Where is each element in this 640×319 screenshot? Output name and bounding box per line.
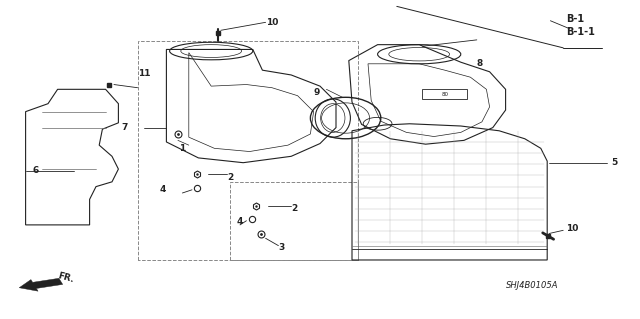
Text: 80: 80 [442, 92, 448, 97]
Text: B-1-1: B-1-1 [566, 27, 595, 37]
Text: 11: 11 [138, 69, 150, 78]
Text: 7: 7 [122, 123, 128, 132]
Text: SHJ4B0105A: SHJ4B0105A [506, 281, 558, 290]
Text: 4: 4 [160, 185, 166, 194]
Text: 10: 10 [266, 18, 278, 27]
Text: 2: 2 [227, 173, 234, 182]
Text: FR.: FR. [56, 272, 75, 285]
Text: 5: 5 [611, 158, 618, 167]
Text: 9: 9 [314, 88, 320, 97]
Text: 10: 10 [566, 224, 579, 233]
Text: 3: 3 [278, 243, 285, 252]
Text: B-1: B-1 [566, 14, 584, 24]
Text: 6: 6 [32, 166, 38, 175]
Text: 8: 8 [477, 59, 483, 68]
Text: 1: 1 [179, 144, 186, 153]
Text: 2: 2 [291, 204, 298, 213]
Text: 4: 4 [237, 217, 243, 226]
FancyArrow shape [19, 278, 63, 291]
